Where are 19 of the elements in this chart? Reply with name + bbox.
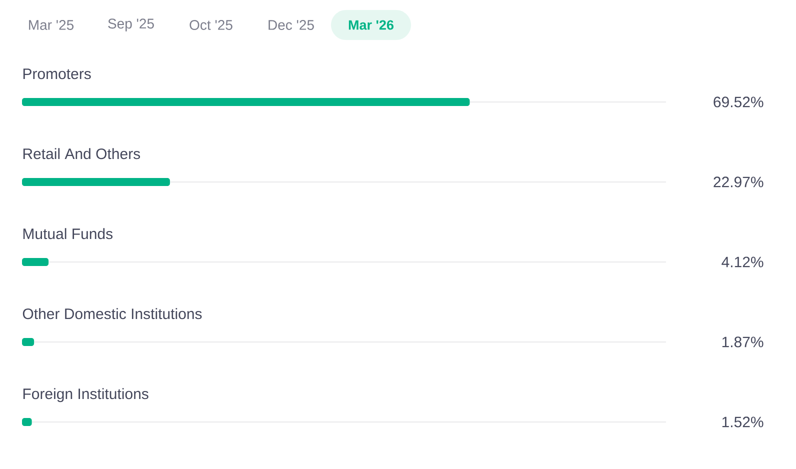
text: Sep '25 bbox=[108, 18, 154, 32]
y-tick-label: Mutual Funds bbox=[23, 228, 113, 240]
text: Mar '26 bbox=[348, 20, 394, 30]
bar bbox=[22, 98, 470, 106]
data-label: 1.87% bbox=[722, 336, 764, 348]
data-label: 69.52% bbox=[714, 96, 764, 108]
y-tick-label: Foreign Institutions bbox=[23, 388, 148, 402]
bar bbox=[22, 338, 34, 346]
y-tick-label: Other Domestic Institutions bbox=[22, 308, 202, 320]
bar bbox=[22, 258, 49, 266]
text: Mar '25 bbox=[29, 20, 74, 30]
data-label: 22.97% bbox=[714, 176, 764, 188]
data-label: 4.12% bbox=[722, 256, 764, 268]
y-tick-label: Retail And Others bbox=[23, 148, 140, 160]
bar bbox=[22, 178, 170, 186]
text: Dec '25 bbox=[268, 20, 314, 30]
text: Oct '25 bbox=[190, 20, 232, 30]
y-tick-label: Promoters bbox=[23, 68, 91, 80]
data-label: 1.52% bbox=[722, 416, 764, 428]
